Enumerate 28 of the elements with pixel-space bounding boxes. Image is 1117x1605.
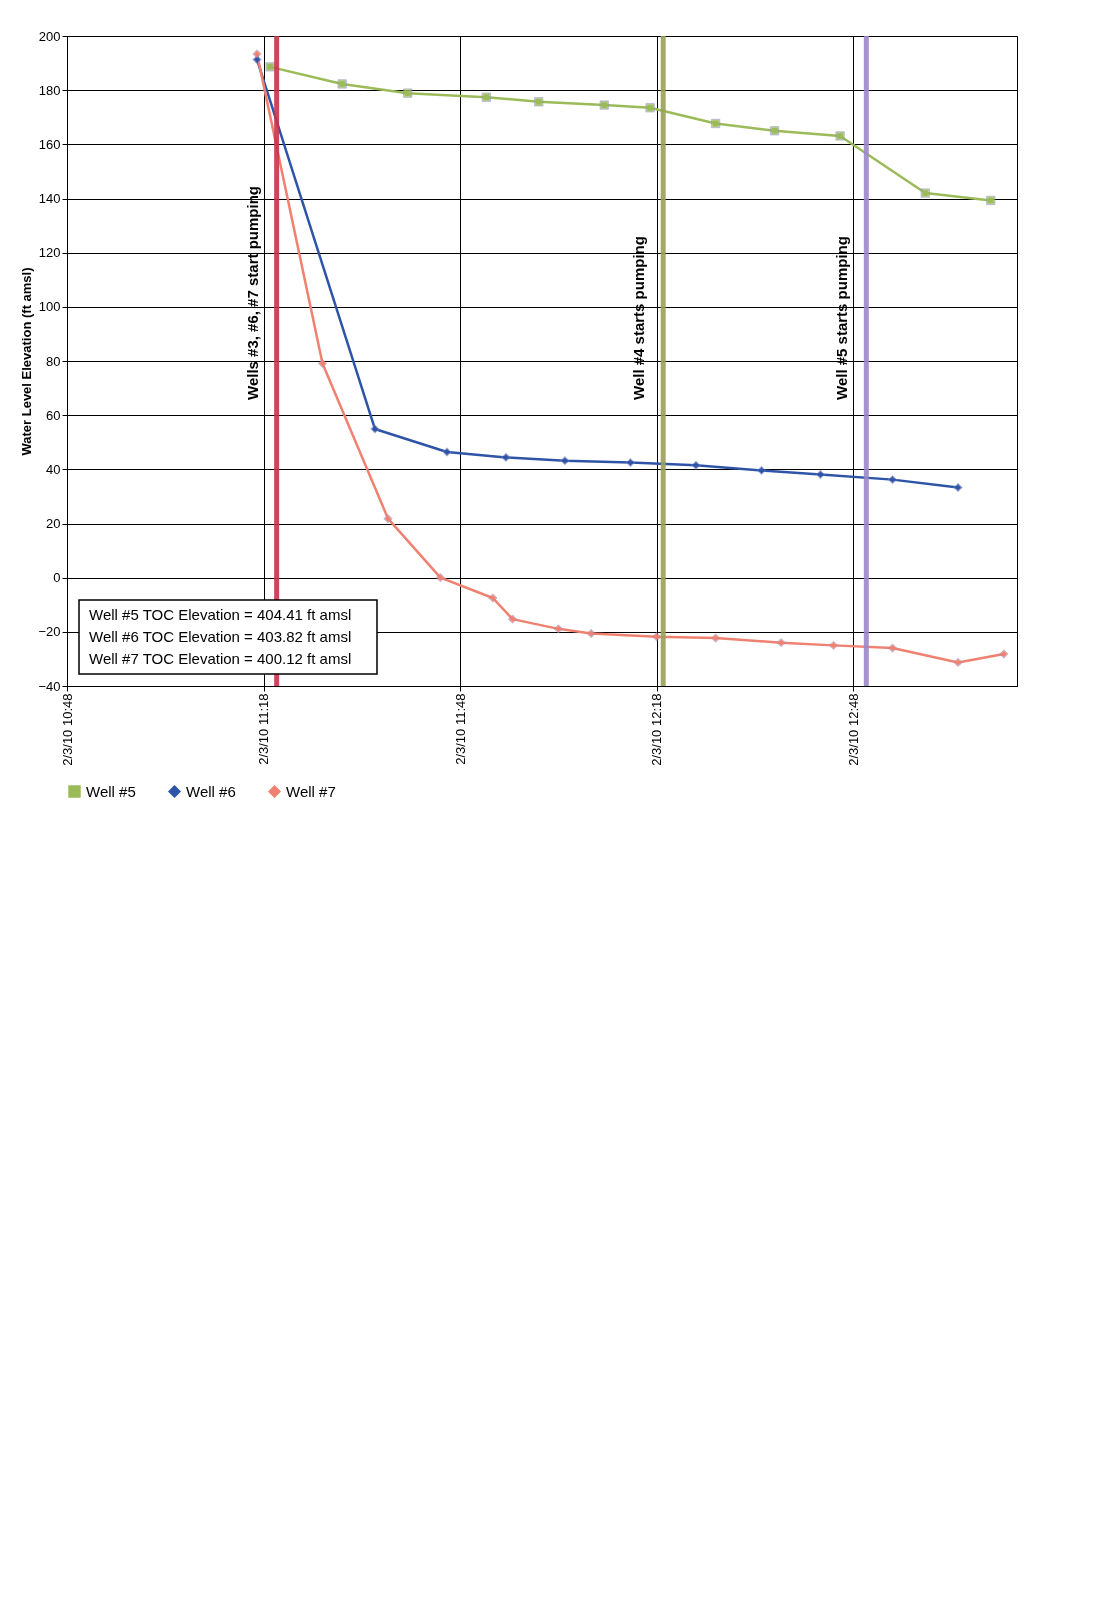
y-tick-label: 160 [38, 136, 61, 152]
x-tick-label: 2/3/10 10:48 [59, 693, 75, 766]
legend-label: Well #5 [86, 782, 136, 800]
legend-label: Well #6 [186, 782, 236, 800]
y-tick-label: 20 [46, 516, 61, 531]
ref-line-label: Well #4 starts pumping [630, 236, 648, 400]
ref-line-label: Well #5 starts pumping [833, 236, 851, 400]
annotation: Well #5 TOC Elevation = 404.41 ft amsl [89, 606, 352, 623]
x-tick-label: 2/3/10 12:48 [845, 693, 861, 766]
y-tick-label: 120 [38, 245, 61, 261]
y-tick-label: 200 [38, 28, 61, 44]
y-tick-label: 40 [46, 461, 61, 477]
annotation: Well #7 TOC Elevation = 400.12 ft amsl [89, 650, 352, 667]
y-tick-label: 80 [46, 353, 61, 369]
y-tick-label: 0 [53, 570, 61, 586]
y-tick-label: 100 [38, 299, 61, 315]
annotation: Well #6 TOC Elevation = 403.82 ft amsl [89, 628, 352, 645]
x-tick-label: 2/3/10 12:18 [649, 693, 665, 766]
ref-line-label: Wells #3, #6, #7 start pumping [243, 186, 261, 400]
y-tick-label: −20 [38, 624, 61, 640]
y-tick-label: −40 [38, 678, 61, 694]
y-tick-label: 140 [38, 191, 61, 206]
y-tick-label: 60 [46, 407, 61, 423]
x-tick-label: 2/3/10 11:18 [256, 693, 272, 765]
y-tick-label: 180 [38, 82, 61, 98]
y-axis-title: Water Level Elevation (ft amsl) [19, 267, 35, 456]
x-tick-label: 2/3/10 11:48 [452, 693, 468, 765]
legend-label: Well #7 [286, 782, 336, 800]
